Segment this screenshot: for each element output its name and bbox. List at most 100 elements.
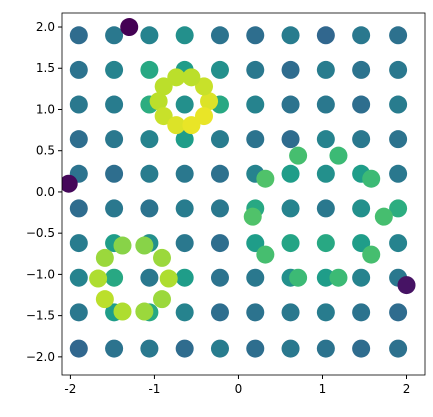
point bbox=[281, 164, 300, 183]
y-tick-label: −2.0 bbox=[26, 350, 55, 364]
point bbox=[362, 169, 381, 188]
point bbox=[140, 26, 159, 45]
point bbox=[195, 107, 214, 126]
point bbox=[140, 268, 159, 287]
point bbox=[95, 248, 114, 267]
point bbox=[281, 303, 300, 322]
point bbox=[243, 207, 262, 226]
y-tick-label: −1.0 bbox=[26, 267, 55, 281]
point bbox=[352, 26, 371, 45]
point bbox=[210, 199, 229, 218]
point bbox=[246, 26, 265, 45]
point bbox=[89, 269, 108, 288]
point bbox=[175, 303, 194, 322]
point bbox=[175, 95, 194, 114]
point bbox=[281, 339, 300, 358]
point bbox=[69, 199, 88, 218]
point bbox=[113, 302, 132, 321]
point bbox=[389, 234, 408, 253]
point bbox=[246, 130, 265, 149]
point bbox=[69, 26, 88, 45]
point bbox=[175, 199, 194, 218]
point bbox=[281, 26, 300, 45]
y-tick-label: 1.0 bbox=[36, 102, 55, 116]
point bbox=[316, 339, 335, 358]
point bbox=[200, 92, 219, 111]
point bbox=[210, 339, 229, 358]
point bbox=[105, 268, 124, 287]
point bbox=[281, 199, 300, 218]
point bbox=[69, 268, 88, 287]
point bbox=[389, 60, 408, 79]
point bbox=[154, 107, 173, 126]
point bbox=[210, 234, 229, 253]
point bbox=[105, 95, 124, 114]
point bbox=[389, 339, 408, 358]
point bbox=[167, 68, 186, 87]
y-tick-label: 2.0 bbox=[36, 20, 55, 34]
point bbox=[154, 77, 173, 96]
point bbox=[256, 245, 275, 264]
point bbox=[316, 268, 335, 287]
point bbox=[95, 290, 114, 309]
y-tick-label: 1.5 bbox=[36, 61, 55, 75]
point bbox=[246, 339, 265, 358]
point bbox=[374, 207, 393, 226]
y-tick-label: −0.5 bbox=[26, 226, 55, 240]
y-tick-label: −1.5 bbox=[26, 309, 55, 323]
y-tick-label: 0.0 bbox=[36, 185, 55, 199]
point bbox=[352, 199, 371, 218]
point bbox=[289, 268, 308, 287]
point bbox=[175, 26, 194, 45]
point bbox=[105, 60, 124, 79]
x-tick-label: 1 bbox=[319, 382, 327, 396]
point bbox=[140, 339, 159, 358]
point bbox=[246, 268, 265, 287]
point bbox=[352, 339, 371, 358]
point bbox=[105, 26, 124, 45]
point bbox=[316, 303, 335, 322]
point bbox=[329, 146, 348, 165]
point bbox=[62, 174, 78, 193]
point bbox=[105, 130, 124, 149]
point bbox=[140, 60, 159, 79]
point bbox=[182, 68, 201, 87]
point bbox=[210, 303, 229, 322]
point bbox=[149, 92, 168, 111]
point bbox=[316, 60, 335, 79]
point bbox=[316, 95, 335, 114]
point bbox=[281, 60, 300, 79]
x-tick-label: -2 bbox=[64, 382, 76, 396]
y-tick-label: 0.5 bbox=[36, 144, 55, 158]
point bbox=[120, 18, 139, 37]
point bbox=[281, 95, 300, 114]
point bbox=[256, 169, 275, 188]
point bbox=[316, 199, 335, 218]
point bbox=[195, 77, 214, 96]
point bbox=[329, 268, 348, 287]
point bbox=[152, 290, 171, 309]
point bbox=[69, 130, 88, 149]
point bbox=[210, 60, 229, 79]
point bbox=[389, 26, 408, 45]
point bbox=[246, 303, 265, 322]
point bbox=[140, 164, 159, 183]
point bbox=[362, 245, 381, 264]
point bbox=[175, 234, 194, 253]
point bbox=[281, 130, 300, 149]
point bbox=[316, 234, 335, 253]
point bbox=[69, 60, 88, 79]
point bbox=[352, 130, 371, 149]
point bbox=[246, 60, 265, 79]
point bbox=[352, 303, 371, 322]
point bbox=[316, 130, 335, 149]
point bbox=[210, 164, 229, 183]
point bbox=[289, 146, 308, 165]
plot-area bbox=[62, 18, 416, 358]
point bbox=[69, 234, 88, 253]
point bbox=[135, 302, 154, 321]
point bbox=[352, 95, 371, 114]
point bbox=[140, 130, 159, 149]
point bbox=[281, 234, 300, 253]
